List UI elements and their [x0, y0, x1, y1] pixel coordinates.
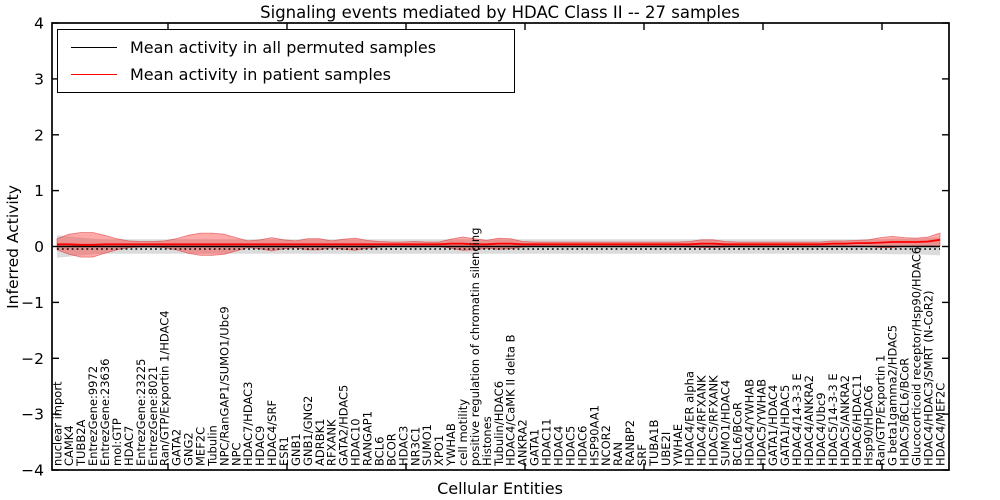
- chart-title: Signaling events mediated by HDAC Class …: [260, 3, 740, 22]
- x-entity-label: GATA1: [528, 429, 542, 466]
- x-entity-label: RFXANK: [325, 419, 339, 466]
- x-entity-label: TUBB2A: [74, 419, 88, 467]
- x-entity-label: GATA1/HDAC5: [778, 385, 792, 466]
- x-entity-label: SUMO1/HDAC4: [719, 380, 733, 466]
- x-entity-label: HDAC10: [349, 418, 363, 466]
- y-tick-label: 1: [34, 182, 44, 200]
- x-entity-label: EntrezGene:23225: [134, 359, 148, 466]
- x-entity-label: XPO1: [432, 435, 446, 466]
- legend-entry: Mean activity in patient samples: [58, 65, 514, 84]
- y-tick-label: 3: [34, 70, 44, 88]
- y-tick-label: 0: [34, 238, 44, 256]
- x-entity-label: GATA1/HDAC4: [766, 385, 780, 466]
- x-entity-label: HDAC5/YWHAB: [754, 379, 768, 466]
- x-entity-label: SRF: [635, 444, 649, 466]
- legend: Mean activity in all permuted samples Mea…: [57, 29, 515, 93]
- x-entity-label: HDAC5: [563, 426, 577, 466]
- x-entity-label: EntrezGene:9972: [86, 366, 100, 466]
- x-entity-label: ANKRA2: [516, 419, 530, 466]
- legend-line-swatch: [71, 47, 117, 48]
- x-entity-label: BCOR: [384, 433, 398, 466]
- x-entity-label: GNB1/GNG2: [301, 396, 315, 466]
- x-entity-label: HDAC4/YWHAB: [742, 379, 756, 466]
- x-entity-label: HDAC4/RFXANK: [695, 375, 709, 466]
- legend-entry-label: Mean activity in all permuted samples: [130, 38, 437, 57]
- y-tick-label: −4: [21, 462, 44, 480]
- x-entity-label: HDAC4/SRF: [265, 400, 279, 466]
- y-tick-label: −2: [21, 350, 44, 368]
- x-entity-label: RANBP2: [623, 420, 637, 466]
- x-entity-label: Glucocorticoid receptor/Hsp90/HDAC6: [909, 247, 923, 466]
- x-entity-label: Tubulin: [205, 425, 219, 467]
- x-entity-label: HDAC4/MEF2C: [933, 383, 947, 466]
- x-entity-label: GNG2: [182, 432, 196, 466]
- x-entity-label: Histones: [480, 416, 494, 466]
- x-entity-label: HDAC6/HDAC11: [850, 374, 864, 466]
- x-entity-label: HDAC4: [552, 426, 566, 466]
- x-entity-label: UBE2I: [659, 432, 673, 466]
- x-entity-label: HDAC4/CaMK II delta B: [504, 334, 518, 466]
- legend-entry: Mean activity in all permuted samples: [58, 38, 514, 57]
- x-entity-label: GNB1: [289, 433, 303, 466]
- x-entity-label: ESR1: [277, 436, 291, 466]
- legend-entry-label: Mean activity in patient samples: [130, 65, 391, 84]
- y-axis-title: Inferred Activity: [4, 185, 22, 309]
- x-entity-label: HDAC4/14-3-3 E: [790, 373, 804, 466]
- x-entity-label: HDAC5/ANKRA2: [838, 375, 852, 466]
- x-entity-label: GATA2: [170, 429, 184, 466]
- x-entity-label: ADRBK1: [313, 419, 327, 466]
- x-entity-label: HDAC4/HDAC3/SMRT (N-CoR2): [921, 290, 935, 466]
- x-entity-label: HDAC11: [540, 418, 554, 466]
- x-entity-label: nuclear import: [50, 381, 64, 466]
- x-axis-title: Cellular Entities: [437, 479, 563, 498]
- x-entity-label: G beta1gamma2/HDAC5: [886, 325, 900, 466]
- x-entity-label: positive regulation of chromatin silenci…: [468, 228, 482, 466]
- x-entity-label: HDAC6: [575, 426, 589, 466]
- x-entity-label: HDAC5/RFXANK: [707, 375, 721, 466]
- x-entity-label: NR3C1: [408, 427, 422, 466]
- y-tick-label: 4: [34, 15, 44, 33]
- x-entity-label: GATA2/HDAC5: [337, 385, 351, 466]
- x-entity-label: TUBA1B: [647, 419, 661, 467]
- y-tick-label: −1: [21, 294, 44, 312]
- patient-mean-line: [57, 238, 941, 246]
- x-entity-label: HDAC4/ANKRA2: [802, 375, 816, 466]
- x-entity-label: Hsp90/HDAC6: [862, 385, 876, 466]
- x-entity-label: SUMO1: [420, 424, 434, 466]
- x-entity-label: YWHAE: [671, 424, 685, 467]
- x-entity-label: NPC/RanGAP1/SUMO1/Ubc9: [217, 306, 231, 466]
- x-entity-label: HSP90AA1: [587, 405, 601, 466]
- x-entity-label: MEF2C: [194, 427, 208, 466]
- legend-line-swatch: [71, 74, 117, 75]
- x-entity-label: cell motility: [456, 399, 470, 466]
- x-entity-label: YWHAB: [444, 423, 458, 467]
- x-entity-label: HDAC5/BCL6/BCoR: [898, 358, 912, 466]
- x-entity-label: BCL6: [373, 437, 387, 466]
- x-entity-label: mol:GTP: [110, 418, 124, 466]
- x-entity-label: HDAC9: [253, 426, 267, 466]
- x-entity-label: Ran/GTP/Exportin 1/HDAC4: [158, 310, 172, 466]
- x-entity-label: CAMK4: [62, 425, 76, 466]
- x-entity-label: HDAC4/Ubc9: [814, 392, 828, 466]
- x-entity-label: HDAC7/HDAC3: [241, 382, 255, 467]
- x-entity-label: HDAC3: [396, 426, 410, 466]
- x-entity-label: EntrezGene:8021: [146, 366, 160, 466]
- y-tick-label: −3: [21, 406, 44, 424]
- y-tick-label: 2: [34, 126, 44, 144]
- x-entity-label: EntrezGene:23636: [98, 359, 112, 466]
- x-entity-label: RANGAP1: [361, 411, 375, 466]
- x-entity-label: HDAC7: [122, 426, 136, 466]
- x-entity-label: HDAC4/ER alpha: [683, 371, 697, 466]
- x-entity-label: Ran/GTP/Exportin 1: [874, 355, 888, 466]
- x-entity-label: NCOR2: [599, 425, 613, 466]
- x-entity-label: BCL6/BCoR: [730, 402, 744, 466]
- x-entity-label: HDAC5/14-3-3 E: [826, 373, 840, 466]
- x-entity-label: RAN: [611, 442, 625, 466]
- x-entity-label: NPC: [229, 442, 243, 466]
- x-entity-label: Tubulin/HDAC6: [492, 381, 506, 467]
